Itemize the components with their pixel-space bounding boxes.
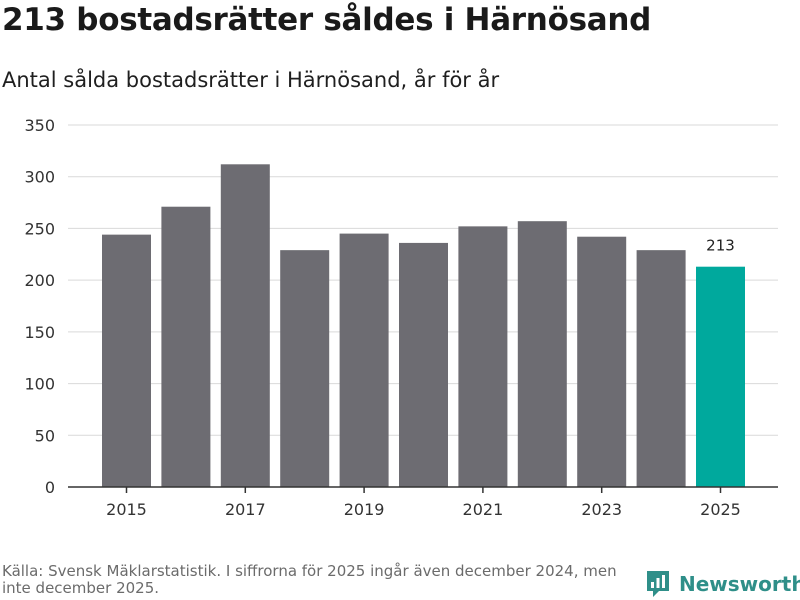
chart-title: 213 bostadsrätter såldes i Härnösand <box>2 2 651 38</box>
bar-2018 <box>280 250 330 487</box>
y-tick-label: 150 <box>24 323 55 342</box>
bar-2022 <box>517 221 567 487</box>
x-tick-label: 2021 <box>463 500 504 519</box>
bar-2025 <box>696 266 745 487</box>
y-tick-label: 50 <box>35 426 55 445</box>
bar-chart: 0 50 100 150 200 250 300 350 213 2015 2017 2019 2021… <box>24 116 778 519</box>
y-tick-label: 0 <box>45 478 55 497</box>
bar-2019 <box>339 233 389 487</box>
y-tick-label: 300 <box>24 168 55 187</box>
source-note: Källa: Svensk Mäklarstatistik. I siffror… <box>2 562 617 597</box>
x-tick-label: 2025 <box>700 500 741 519</box>
newsworthy-logo-icon <box>647 571 669 597</box>
bar-2024 <box>636 250 686 487</box>
x-tick-label: 2023 <box>581 500 622 519</box>
x-tick-label: 2015 <box>106 500 147 519</box>
newsworthy-logo-text: Newsworthy <box>679 572 800 596</box>
bar-2020 <box>399 242 448 487</box>
chart-subtitle: Antal sålda bostadsrätter i Härnösand, å… <box>2 68 500 92</box>
bar-2017 <box>220 164 270 487</box>
bar-2016 <box>161 206 211 488</box>
newsworthy-logo: Newsworthy <box>645 569 800 599</box>
bar-2021 <box>458 226 508 488</box>
x-tick-label: 2017 <box>225 500 266 519</box>
y-tick-label: 100 <box>24 375 55 394</box>
x-tick-label: 2019 <box>344 500 385 519</box>
bar-value-label: 213 <box>706 237 735 255</box>
y-tick-label: 350 <box>24 116 55 135</box>
y-tick-label: 200 <box>24 271 55 290</box>
y-tick-label: 250 <box>24 219 55 238</box>
bar-2023 <box>577 236 627 487</box>
bar-2015 <box>102 234 151 487</box>
